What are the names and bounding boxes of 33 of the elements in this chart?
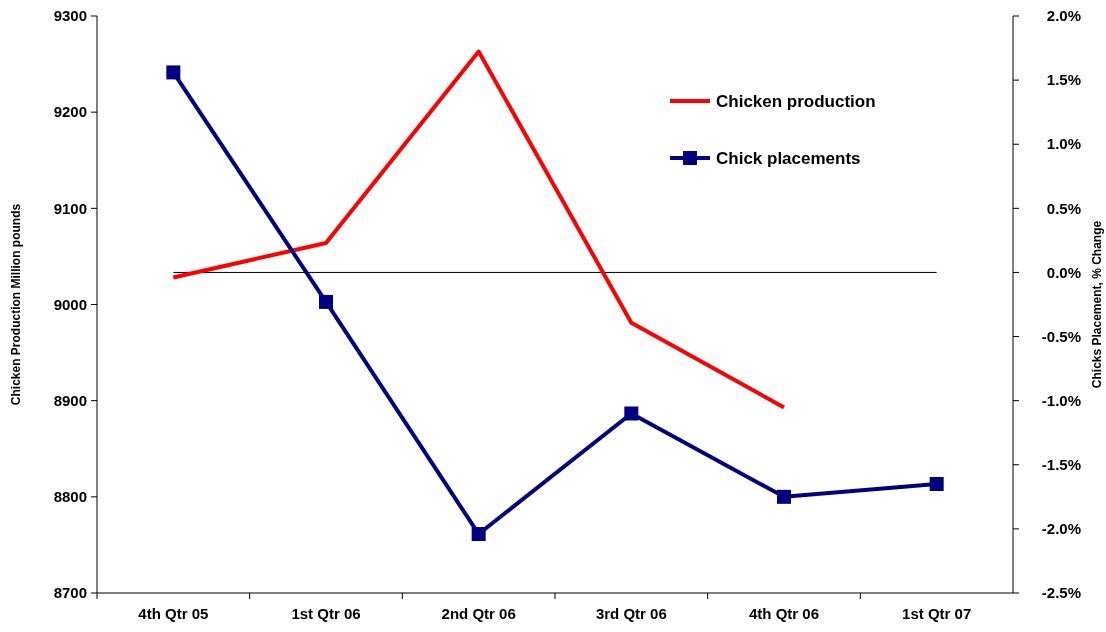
y2-tick-label: -1.5% <box>1041 456 1081 474</box>
x-tick-label: 4th Qtr 06 <box>748 605 820 622</box>
x-tick-label: 4th Qtr 05 <box>138 605 209 622</box>
point <box>319 294 333 309</box>
y2-tick-label: 0.5% <box>1046 199 1081 217</box>
y-tick-label: 9300 <box>53 7 87 25</box>
y2-axis-title: Chicks Placement, % Change <box>1090 220 1104 389</box>
x-tick-label: 1st Qtr 06 <box>291 605 361 622</box>
x-tick-label: 1st Qtr 07 <box>902 605 972 622</box>
x-tick-label: 2nd Qtr 06 <box>441 605 516 622</box>
y2-tick-label: 1.5% <box>1046 71 1081 89</box>
point <box>929 477 944 492</box>
y-axis-title: Chicken Production Million pounds <box>9 203 23 406</box>
y2-tick-label: -2.0% <box>1041 520 1081 538</box>
y-tick-label: 9000 <box>53 295 87 313</box>
y-tick-label: 8900 <box>53 391 87 409</box>
point <box>166 65 181 80</box>
point <box>624 406 639 421</box>
y2-tick-label: -2.5% <box>1041 584 1081 602</box>
y2-tick-label: 0.0% <box>1046 263 1081 281</box>
y-tick-label: 8700 <box>53 584 87 602</box>
y2-tick-label: 1.0% <box>1046 135 1081 153</box>
x-tick-label: 3rd Qtr 06 <box>595 605 667 622</box>
y-tick-label: 9100 <box>53 199 87 217</box>
y2-tick-label: -0.5% <box>1041 327 1081 345</box>
y2-tick-label: -1.0% <box>1041 391 1081 409</box>
y-tick-label: 9200 <box>53 103 87 121</box>
point <box>777 489 791 504</box>
legend-label: Chick placements <box>716 148 861 168</box>
y2-tick-label: 2.0% <box>1046 7 1081 25</box>
point <box>471 527 486 542</box>
y-tick-label: 8800 <box>53 488 87 506</box>
legend-label: Chicken production <box>716 91 876 111</box>
